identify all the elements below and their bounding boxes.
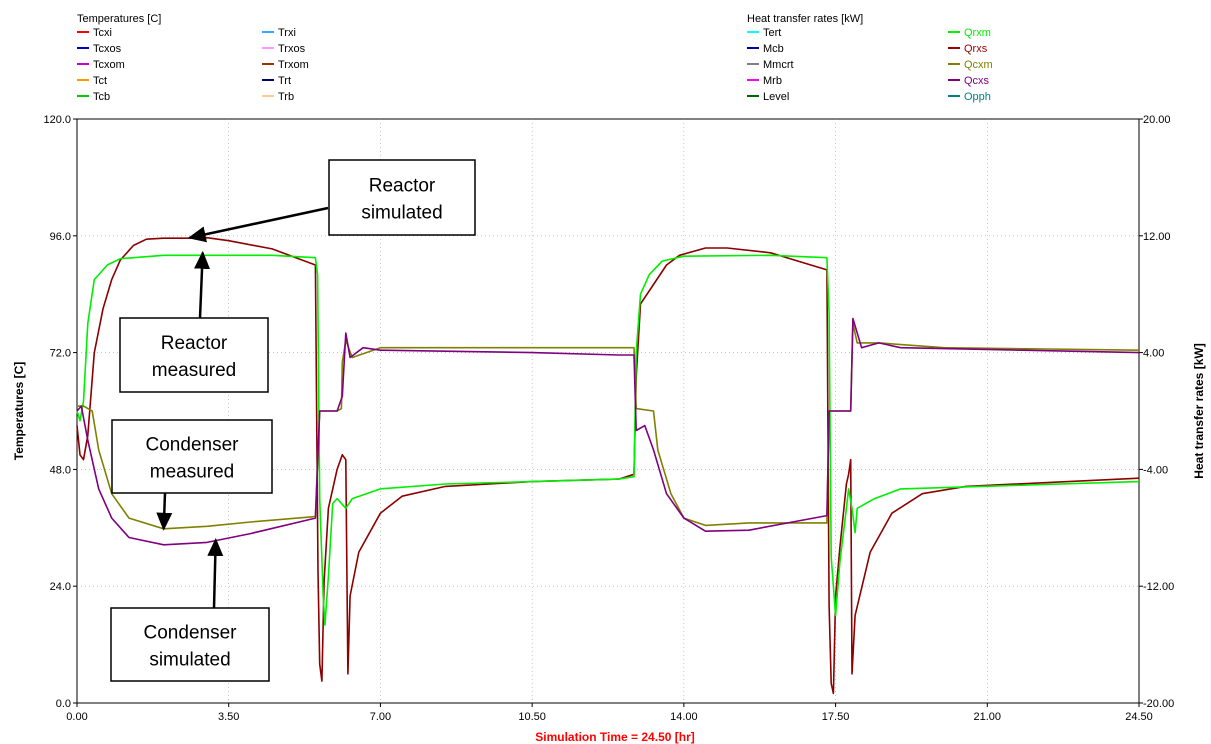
y-left-tick-label: 48.0 xyxy=(50,464,71,476)
annotation-arrow xyxy=(194,250,211,319)
annotation-reactor-measured: Reactor measured xyxy=(119,250,269,393)
axis-ticks: 0.00 3.50 7.00 10.50 14.00 17.50 21.00 24.50 0.0… xyxy=(43,114,1174,723)
y-left-tick-label: 120.0 xyxy=(43,114,71,126)
legend-left-entry: Trb xyxy=(278,91,294,103)
legend-left-entry: Trt xyxy=(278,75,291,87)
series-line-qrxs xyxy=(76,236,1140,695)
legend-left-entry: Trxi xyxy=(278,27,296,39)
annotation-line2: simulated xyxy=(149,650,230,671)
series-layer xyxy=(76,236,1140,695)
legend-left-title: Temperatures [C] xyxy=(77,13,161,25)
x-tick-label: 24.50 xyxy=(1125,711,1153,723)
annotation-box xyxy=(119,317,269,393)
series-line-qcxs xyxy=(76,317,1140,546)
legend-right-entry: Qrxm xyxy=(964,27,991,39)
legend-left-entry: Tcxom xyxy=(93,59,125,71)
y-left-tick-label: 0.0 xyxy=(56,698,71,710)
annotation-line2: measured xyxy=(150,462,235,483)
legend-left-entry: Tct xyxy=(93,75,107,87)
annotation-arrow xyxy=(156,492,173,531)
legend-right-title: Heat transfer rates [kW] xyxy=(747,13,863,25)
x-axis-title: Simulation Time = 24.50 [hr] xyxy=(535,730,695,744)
annotation-line2: measured xyxy=(152,360,237,381)
y-right-tick-label: -12.00 xyxy=(1143,581,1174,593)
legend-right-entry: Mcb xyxy=(763,43,784,55)
annotation-line1: Reactor xyxy=(161,333,228,354)
legend-left-entry: Trxos xyxy=(278,43,306,55)
annotation-box xyxy=(328,159,476,236)
legend-right-entry: Opph xyxy=(964,91,991,103)
annotation-line1: Condenser xyxy=(144,623,238,644)
y-right-axis-title: Heat transfer rates [kW] xyxy=(1192,343,1206,478)
legend-left-entry: Tcxos xyxy=(93,43,122,55)
legend-right-entry: Qrxs xyxy=(964,43,988,55)
y-right-tick-label: 12.00 xyxy=(1143,231,1171,243)
annotation-reactor-simulated: Reactor simulated xyxy=(187,159,476,243)
x-tick-label: 7.00 xyxy=(370,711,391,723)
annotation-line1: Condenser xyxy=(146,435,240,456)
legend-right-entry: Mrb xyxy=(763,75,782,87)
y-left-axis-title: Temperatures [C] xyxy=(12,362,26,460)
annotation-condenser-measured: Condenser measured xyxy=(111,419,273,531)
legend-right-entry: Qcxm xyxy=(964,59,993,71)
y-left-tick-label: 96.0 xyxy=(50,231,71,243)
x-tick-label: 0.00 xyxy=(66,711,87,723)
x-tick-label: 3.50 xyxy=(218,711,239,723)
legend-right-entry: Mmcrt xyxy=(763,59,794,71)
legend-right: Heat transfer rates [kW] Tert Mcb Mmcrt Mrb… xyxy=(747,13,993,103)
annotation-condenser-simulated: Condenser simulated xyxy=(110,537,270,682)
annotation-arrow xyxy=(207,537,224,609)
annotation-line2: simulated xyxy=(361,203,442,224)
legend-left: Temperatures [C] Tcxi Tcxos Tcxom Tct Tcb Trx… xyxy=(77,13,309,103)
legend-left-entry: Trxom xyxy=(278,59,309,71)
legend-right-entry: Tert xyxy=(763,27,781,39)
annotation-arrow xyxy=(187,206,329,243)
legend-left-entry: Tcxi xyxy=(93,27,112,39)
x-tick-label: 10.50 xyxy=(518,711,546,723)
annotations: ReactorsimulatedReactormeasuredCondenser… xyxy=(110,159,476,682)
y-right-tick-label: 4.00 xyxy=(1143,348,1164,360)
y-right-tick-label: 20.00 xyxy=(1143,114,1171,126)
annotation-box xyxy=(110,607,270,682)
x-tick-label: 17.50 xyxy=(822,711,850,723)
x-tick-label: 14.00 xyxy=(670,711,698,723)
y-left-tick-label: 72.0 xyxy=(50,348,71,360)
y-left-tick-label: 24.0 xyxy=(50,581,71,593)
legend-right-entry: Level xyxy=(763,91,789,103)
x-tick-label: 21.00 xyxy=(974,711,1002,723)
legend-right-entry: Qcxs xyxy=(964,75,990,87)
legend-left-entry: Tcb xyxy=(93,91,110,103)
annotation-line1: Reactor xyxy=(369,176,436,197)
y-right-tick-label: -4.00 xyxy=(1143,464,1168,476)
plot-area xyxy=(76,118,1140,704)
y-right-tick-label: -20.00 xyxy=(1143,698,1174,710)
series-line-qrxm xyxy=(76,254,1140,626)
annotation-box xyxy=(111,419,273,494)
